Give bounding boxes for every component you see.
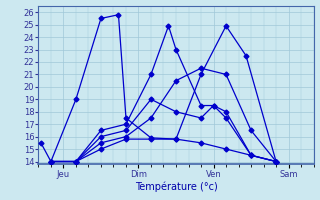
X-axis label: Température (°c): Température (°c) <box>135 181 217 192</box>
